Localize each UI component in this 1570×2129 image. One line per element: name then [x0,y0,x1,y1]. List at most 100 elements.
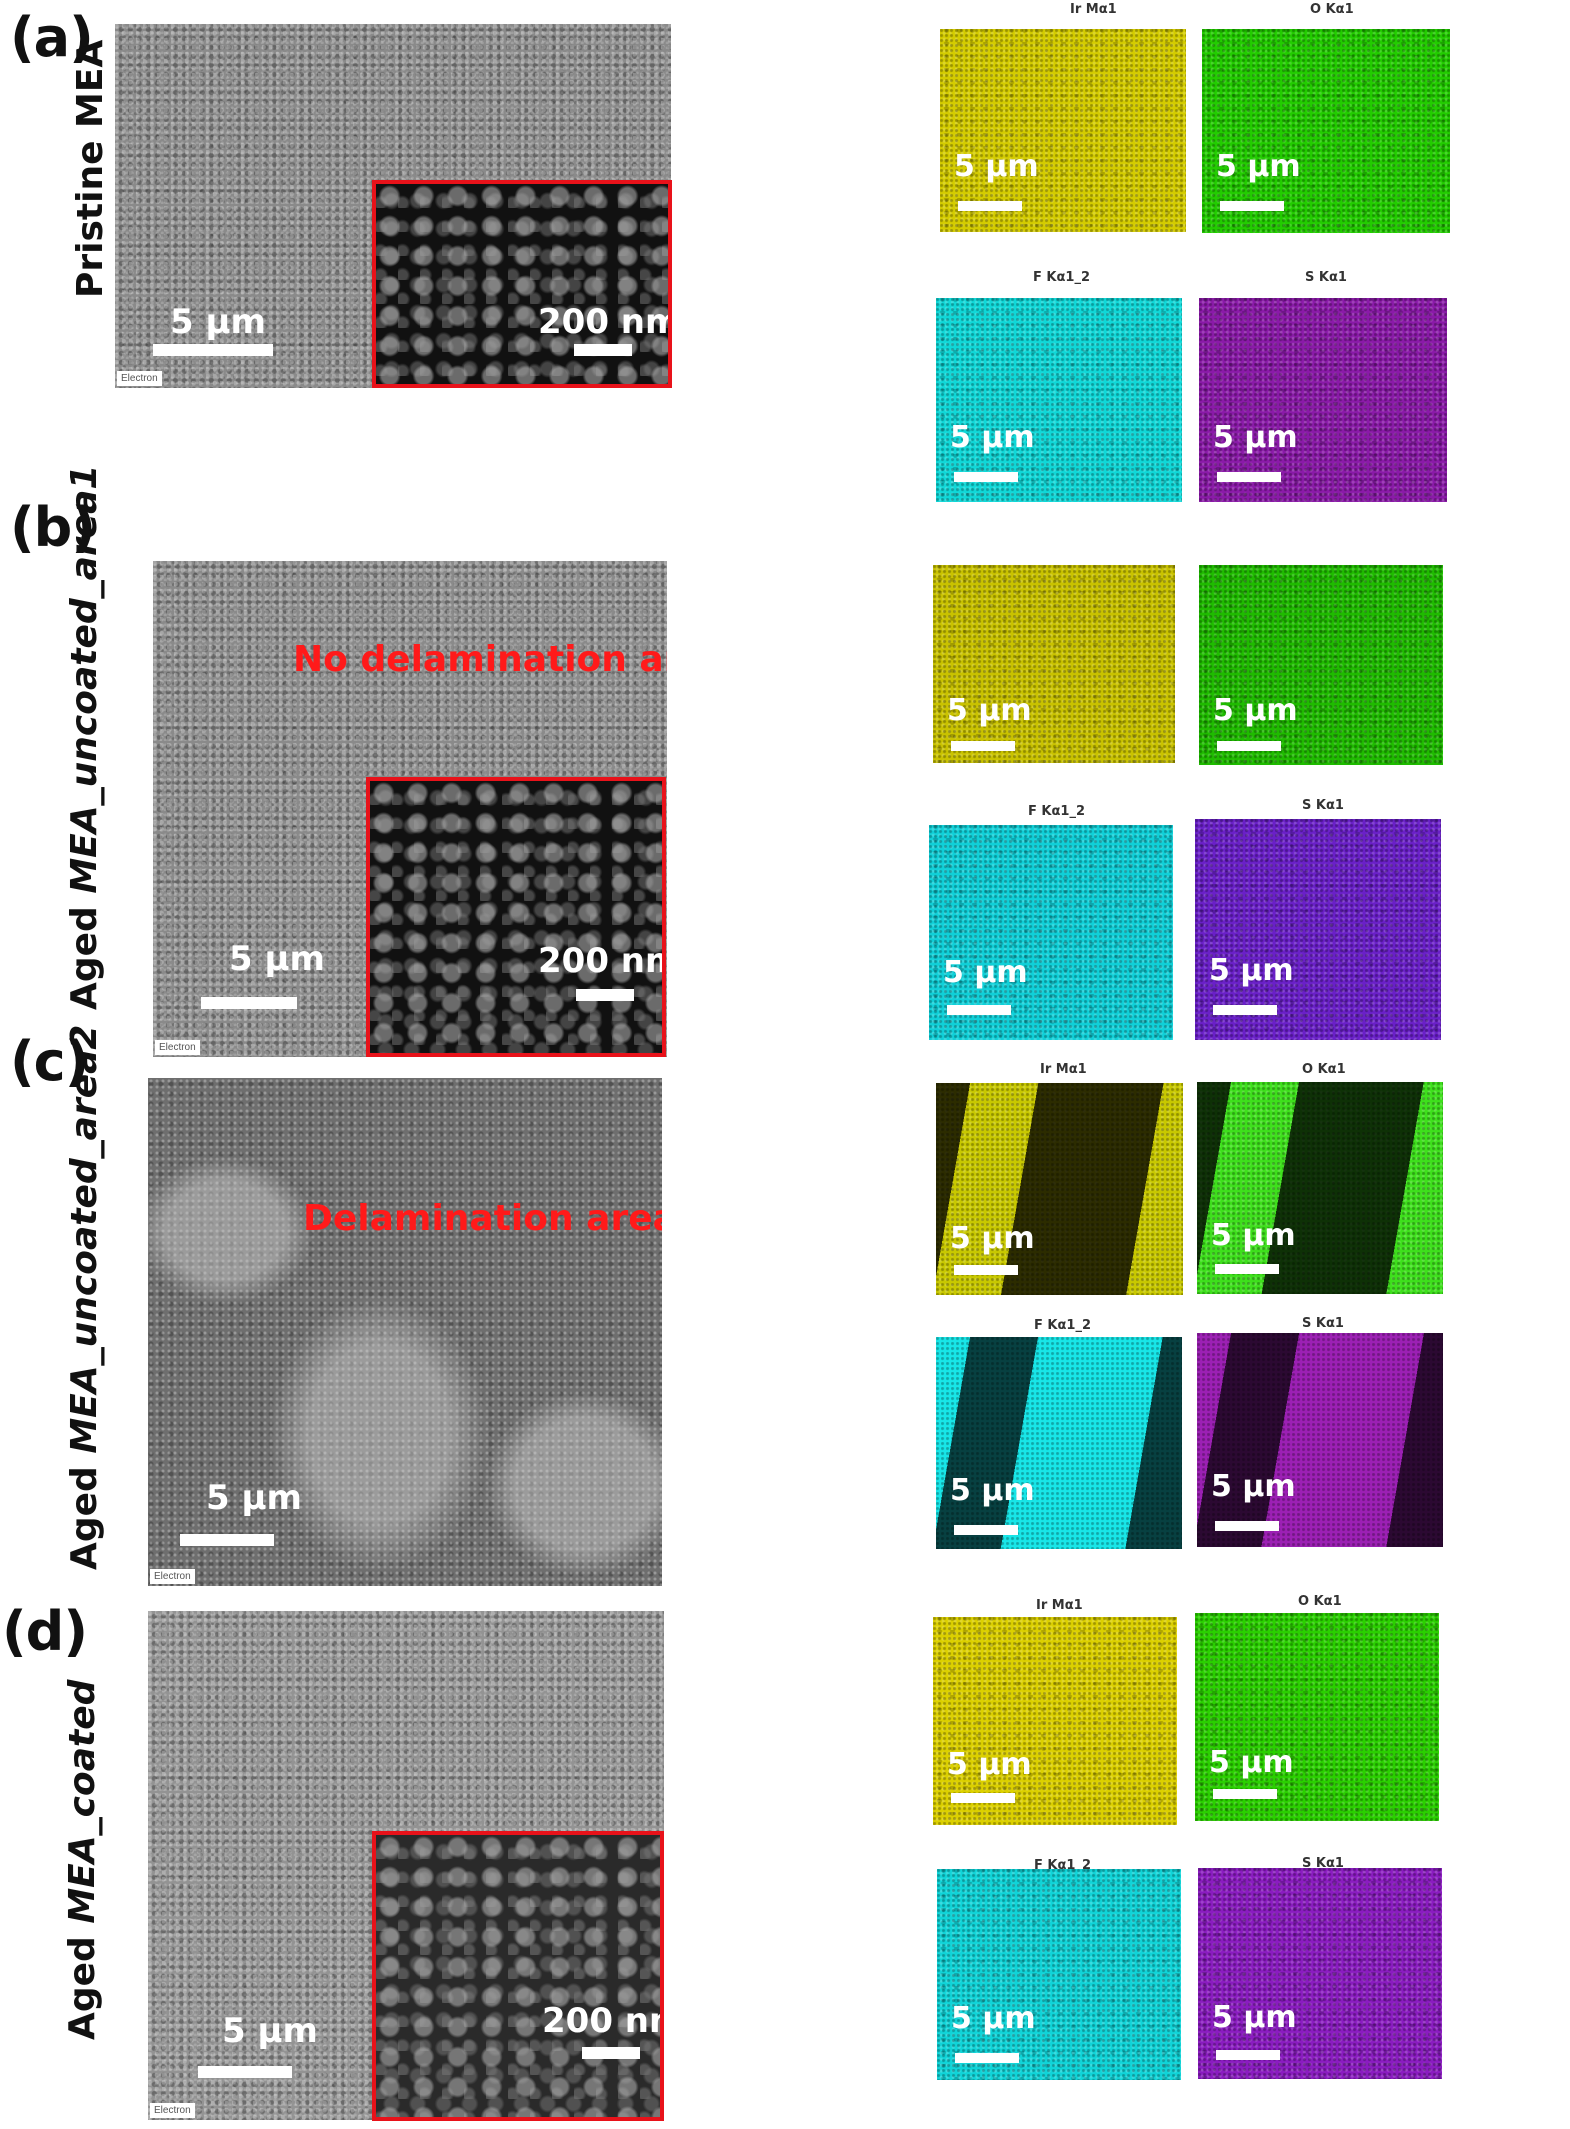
eds-title-o: O Kα1 [1310,2,1354,17]
eds-scale-label: 5 µm [1209,953,1294,988]
eds-scale-label: 5 µm [943,955,1028,990]
eds-scale-label: 5 µm [950,1473,1035,1508]
row-label-italic: MEA_uncoated_area2 [64,1024,105,1454]
eds-texture [1198,1868,1442,2079]
eds-scale-bar [1213,1789,1277,1799]
inset-scale-bar [576,989,634,1001]
sem-scale-bar [153,344,273,356]
sem-scale-label: 5 µm [170,302,266,342]
eds-texture [936,298,1182,502]
eds-scale-bar [1217,472,1281,482]
eds-texture [1197,1333,1443,1547]
inset-scale-label: 200 nm [538,302,672,342]
eds-texture [937,1869,1181,2080]
eds-texture [936,1083,1183,1295]
eds-scale-label: 5 µm [1209,1745,1294,1780]
eds-map-o: 5 µm [1199,565,1443,765]
inset-highmag-coated: 200 nm [372,1831,664,2121]
eds-scale-bar [955,2053,1019,2063]
panel-letter-b: (b) [10,496,96,559]
sem-scale-bar [201,997,297,1009]
eds-map-f: 5 µm [936,298,1182,502]
inset-scale-label: 200 nm [542,2001,660,2041]
eds-scale-bar [1216,2050,1280,2060]
eds-title-o: O Kα1 [1302,1062,1346,1077]
sem-scale-bar [180,1534,274,1546]
eds-scale-bar [951,1793,1015,1803]
eds-title-s: S Kα1 [1302,798,1344,813]
detector-tag: Electron [150,1569,195,1584]
eds-texture [929,825,1173,1040]
detector-tag: Electron [117,371,162,386]
eds-scale-label: 5 µm [947,1747,1032,1782]
eds-map-ir: 5 µm [933,565,1175,763]
eds-scale-label: 5 µm [1211,1218,1296,1253]
eds-map-s: 5 µm [1197,1333,1443,1547]
eds-map-o: 5 µm [1202,29,1450,233]
eds-scale-label: 5 µm [1211,1469,1296,1504]
panel-letter-d: (d) [2,1600,88,1663]
annotation-no-delamination: No delamination area [293,639,667,680]
eds-scale-bar [958,201,1022,211]
eds-scale-label: 5 µm [1216,149,1301,184]
eds-texture [1195,819,1441,1040]
eds-texture [940,29,1186,232]
eds-scale-bar [1215,1264,1279,1274]
eds-texture [936,1337,1182,1549]
row-label-prefix: Aged [64,893,105,1010]
row-label-prefix: Aged [62,1923,103,2040]
detector-tag: Electron [150,2103,195,2118]
eds-texture [1197,1082,1443,1294]
sem-scale-bar [198,2066,292,2078]
eds-scale-bar [1213,1005,1277,1015]
detector-tag: Electron [155,1040,200,1055]
eds-title-f: F Kα1_2 [1034,1318,1092,1333]
sem-scale-label: 5 µm [229,939,325,979]
eds-scale-label: 5 µm [950,1221,1035,1256]
eds-scale-bar [954,1265,1018,1275]
row-label-prefix: Aged [64,1453,105,1570]
eds-texture [1199,298,1447,502]
eds-texture [1195,1613,1439,1821]
sem-scale-label: 5 µm [206,1478,302,1518]
row-label-pristine-mea: Pristine MEA [70,40,111,298]
eds-map-s: 5 µm [1198,1868,1442,2079]
eds-scale-label: 5 µm [950,420,1035,455]
eds-map-ir: 5 µm [940,29,1186,232]
panel-letter-a: (a) [10,6,94,69]
sem-texture [148,1078,662,1586]
eds-title-s: S Kα1 [1305,270,1347,285]
row-label-aged-uncoated-area1: Aged MEA_uncoated_area1 [64,465,105,1010]
eds-texture [1202,29,1450,233]
eds-map-f: 5 µm [929,825,1173,1040]
eds-title-f: F Kα1_2 [1028,804,1086,819]
eds-title-ir: Ir Mα1 [1070,2,1117,17]
eds-map-s: 5 µm [1195,819,1441,1040]
eds-title-f: F Kα1_2 [1033,270,1091,285]
eds-map-f: 5 µm [936,1337,1182,1549]
eds-scale-label: 5 µm [1213,693,1298,728]
annotation-delamination: Delamination area [303,1198,662,1239]
eds-title-ir: Ir Mα1 [1040,1062,1087,1077]
eds-scale-bar [954,1525,1018,1535]
eds-map-o: 5 µm [1195,1613,1439,1821]
inset-texture [370,781,662,1053]
eds-texture [933,1617,1177,1825]
eds-scale-bar [954,472,1018,482]
eds-title-ir: Ir Mα1 [1036,1598,1083,1613]
eds-scale-label: 5 µm [1213,420,1298,455]
eds-title-s: S Kα1 [1302,1316,1344,1331]
eds-scale-label: 5 µm [951,2001,1036,2036]
eds-scale-bar [1220,201,1284,211]
inset-texture [376,1835,660,2117]
inset-highmag-pristine: 200 nm [372,180,672,388]
row-label-aged-coated: Aged MEA_coated [62,1680,103,2040]
eds-scale-bar [1217,741,1281,751]
row-label-italic: MEA_uncoated_area1 [64,464,105,894]
row-label-aged-uncoated-area2: Aged MEA_uncoated_area2 [64,1025,105,1570]
eds-scale-label: 5 µm [947,693,1032,728]
inset-scale-bar [574,344,632,356]
inset-highmag-uncoated-area1: 200 nm [366,777,666,1057]
eds-title-o: O Kα1 [1298,1594,1342,1609]
eds-map-f: 5 µm [937,1869,1181,2080]
